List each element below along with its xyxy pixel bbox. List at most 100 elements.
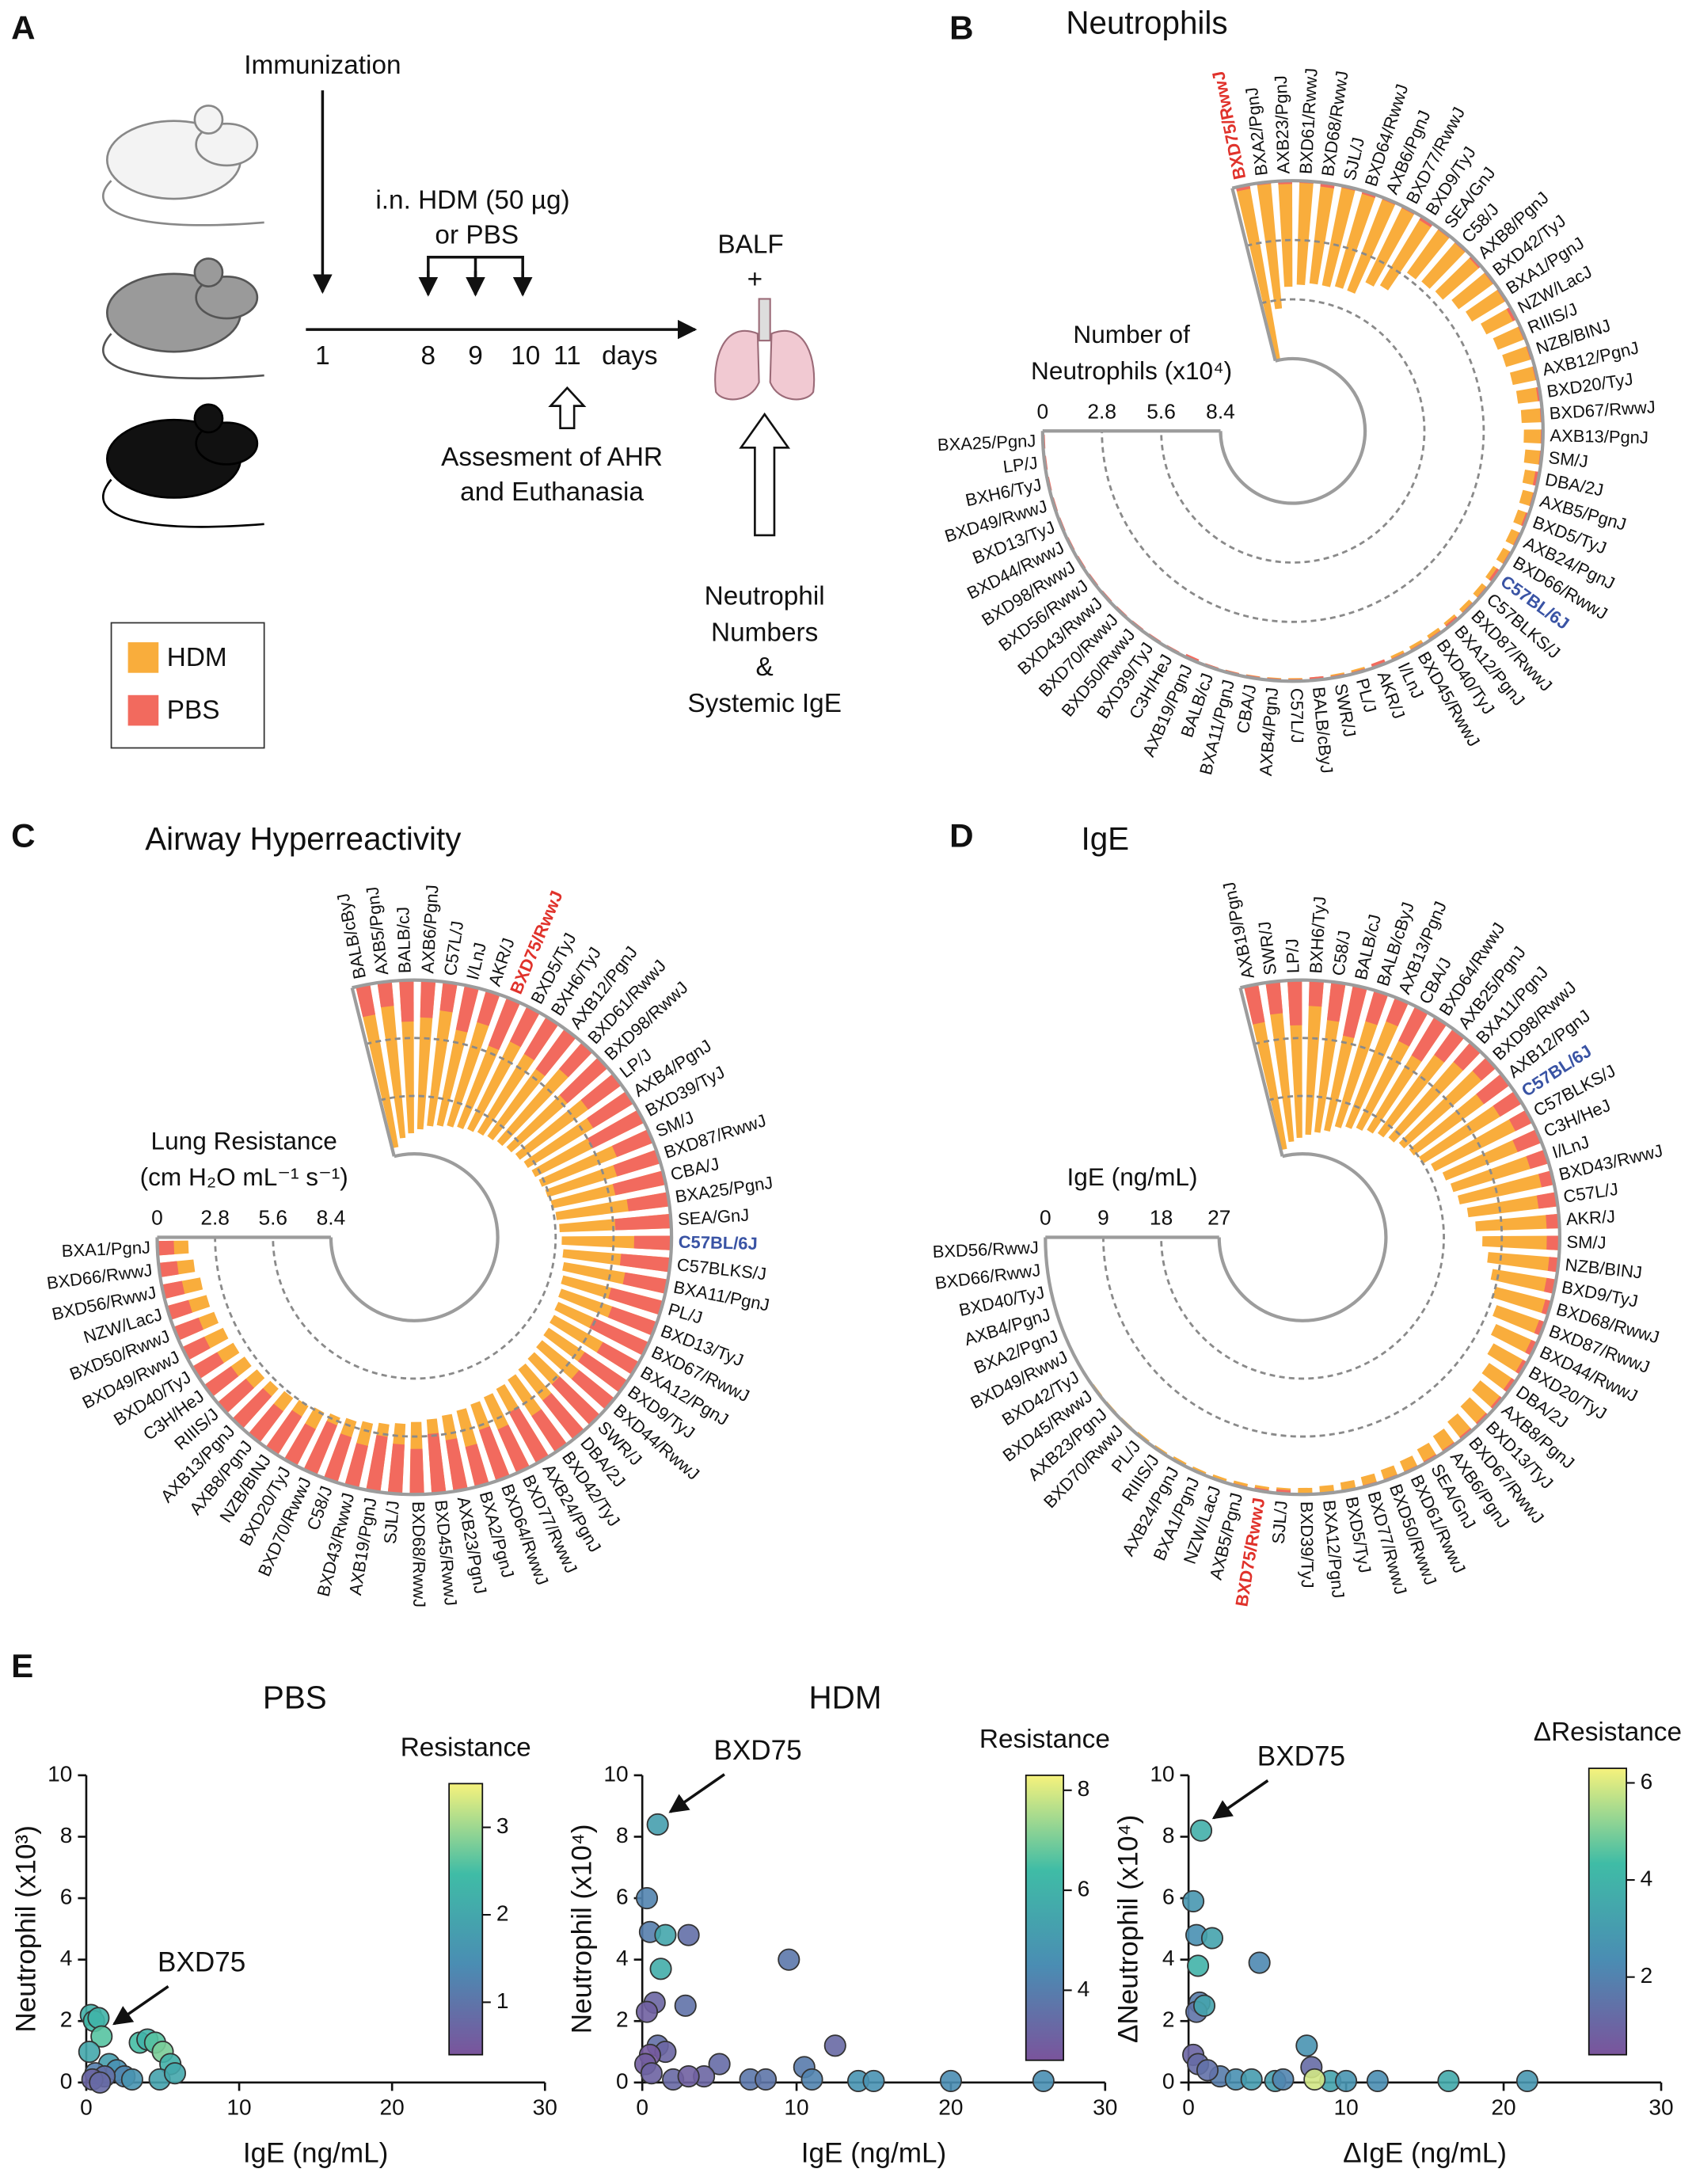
point — [1248, 1951, 1271, 1974]
bar — [596, 1341, 640, 1375]
point — [635, 1887, 659, 1910]
chart-title: HDM — [809, 1680, 882, 1716]
axis-title: Lung Resistance — [151, 1126, 337, 1155]
chart-title: IgE — [1081, 820, 1129, 857]
y-tick-label: 6 — [1162, 1884, 1175, 1908]
category-label: AXB13/PgnJ — [1550, 425, 1648, 447]
bar — [633, 1235, 672, 1250]
bar — [1490, 1396, 1504, 1410]
bar — [248, 1403, 283, 1443]
bar — [477, 990, 500, 1026]
point — [89, 2071, 112, 2094]
bar — [1523, 449, 1542, 466]
tick-label: 0 — [151, 1206, 163, 1230]
colorbar-title: Resistance — [401, 1733, 531, 1762]
bar — [559, 1042, 593, 1078]
bar — [1490, 1269, 1557, 1294]
bar — [1473, 583, 1488, 599]
bar — [162, 1280, 185, 1299]
colorbar-title: Resistance — [979, 1725, 1110, 1754]
category-label: BXD61/RwwJ — [1295, 67, 1321, 174]
bar — [626, 1192, 670, 1212]
point — [1192, 1994, 1216, 2017]
category-label: C57L/J — [440, 919, 467, 976]
legend-swatch — [127, 642, 159, 673]
bar — [1505, 529, 1522, 546]
treatment: or PBS — [435, 220, 519, 249]
bar — [1343, 984, 1367, 1039]
colorbar-tick-label: 4 — [1641, 1866, 1653, 1890]
bar — [1475, 1413, 1489, 1425]
category-label: SJL/J — [1268, 1500, 1291, 1545]
bar — [1398, 1057, 1496, 1149]
assessment: Assesment of AHR — [441, 443, 663, 472]
bar — [1435, 256, 1481, 300]
colorbar — [1588, 1767, 1627, 2056]
bar — [1379, 216, 1434, 291]
bar — [1365, 990, 1389, 1025]
grid-ring — [214, 1037, 615, 1438]
y-axis-label: Neutrophil (x10⁴) — [567, 1824, 598, 2034]
point — [674, 1994, 697, 2017]
point — [1240, 2068, 1263, 2091]
x-tick-label: 20 — [938, 2095, 963, 2120]
bar — [1386, 997, 1409, 1027]
legend-swatch — [127, 694, 159, 726]
tick-label: 9 — [1097, 1206, 1109, 1230]
point — [939, 2069, 962, 2092]
bar — [1265, 980, 1283, 1015]
bar — [622, 1272, 668, 1294]
colorbar-tick-label: 1 — [496, 1988, 509, 2013]
axis-ring — [1044, 978, 1561, 1497]
tick-label: 5.6 — [258, 1206, 287, 1230]
panel-letter: E — [11, 1647, 33, 1684]
x-axis-label: ΔIgE (ng/mL) — [1343, 2137, 1507, 2168]
y-tick-label: 6 — [616, 1884, 629, 1908]
bar — [173, 1317, 203, 1341]
bar — [157, 1240, 175, 1256]
bar — [508, 1406, 549, 1464]
colorbar-tick-label: 2 — [1641, 1963, 1653, 1988]
annotation-arrow — [668, 1773, 725, 1813]
treatment: i.n. HDM (50 µg) — [375, 185, 569, 215]
bar — [1398, 1006, 1428, 1047]
x-tick-label: 0 — [80, 2095, 93, 2120]
bar — [1541, 1299, 1552, 1315]
chart-title: Neutrophils — [1066, 4, 1227, 40]
axis-ring — [155, 978, 674, 1497]
point — [163, 2062, 186, 2085]
x-tick-label: 20 — [1491, 2095, 1515, 2120]
bar — [509, 1006, 540, 1048]
bar — [1345, 997, 1409, 1129]
y-tick-label: 8 — [1162, 1823, 1175, 1847]
annotation-arrow — [1211, 1779, 1269, 1820]
category-label: SM/J — [1566, 1232, 1607, 1253]
y-tick-label: 0 — [616, 2068, 629, 2093]
axis-ring — [329, 1152, 500, 1322]
colorbar — [1025, 1774, 1064, 2061]
grid-ring — [1160, 1094, 1445, 1380]
bar — [1334, 990, 1389, 1128]
bar — [465, 1444, 489, 1488]
bar — [578, 1352, 628, 1393]
bar — [1526, 1149, 1550, 1170]
bar — [1334, 190, 1376, 289]
y-tick-label: 2 — [60, 2007, 73, 2032]
colorbar — [448, 1783, 484, 2056]
category-label: SM/J — [1548, 447, 1589, 471]
bar — [1546, 1213, 1560, 1229]
category-label: BXA1/PgnJ — [61, 1238, 150, 1261]
category-label: BXD68/RwwJ — [409, 1501, 429, 1608]
point — [120, 2068, 143, 2091]
bar — [1453, 1042, 1481, 1071]
axis-ring — [1040, 179, 1545, 683]
point — [87, 2007, 110, 2030]
colorbar-tick-label: 2 — [496, 1901, 509, 1925]
bar — [1534, 1319, 1546, 1336]
colorbar-tick-label: 6 — [1641, 1769, 1653, 1794]
x-tick-label: 10 — [784, 2095, 808, 2120]
bar — [455, 984, 479, 1033]
bar — [409, 1448, 424, 1495]
bar — [589, 1318, 649, 1356]
tick-label: 27 — [1207, 1206, 1230, 1230]
